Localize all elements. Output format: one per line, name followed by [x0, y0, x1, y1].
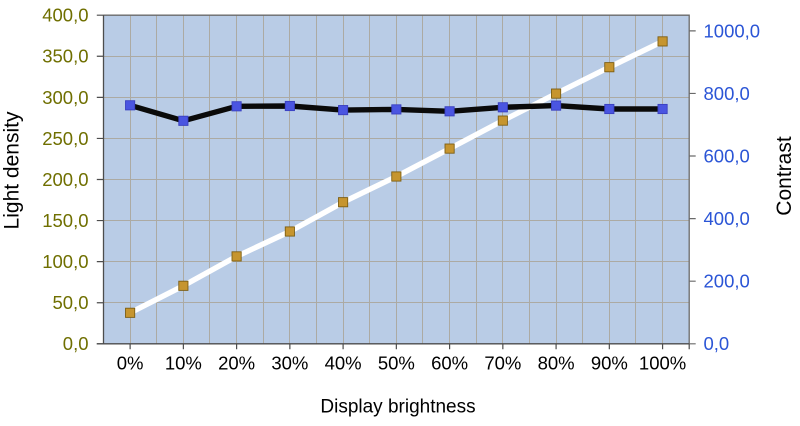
- svg-text:50,0: 50,0: [52, 292, 88, 313]
- svg-text:100,0: 100,0: [42, 251, 88, 272]
- svg-text:70%: 70%: [484, 352, 521, 373]
- svg-text:80%: 80%: [538, 352, 575, 373]
- svg-text:200,0: 200,0: [42, 169, 88, 190]
- svg-text:250,0: 250,0: [42, 128, 88, 149]
- svg-text:800,0: 800,0: [704, 83, 750, 104]
- svg-text:100%: 100%: [639, 352, 686, 373]
- svg-text:Light density: Light density: [0, 111, 23, 229]
- svg-text:20%: 20%: [218, 352, 255, 373]
- svg-text:350,0: 350,0: [42, 46, 88, 67]
- svg-text:60%: 60%: [431, 352, 468, 373]
- svg-text:0,0: 0,0: [704, 333, 730, 354]
- svg-text:150,0: 150,0: [42, 210, 88, 231]
- svg-text:Contrast: Contrast: [773, 136, 796, 216]
- svg-text:0%: 0%: [117, 352, 144, 373]
- svg-text:400,0: 400,0: [42, 5, 88, 26]
- svg-text:0,0: 0,0: [63, 333, 89, 354]
- svg-text:90%: 90%: [591, 352, 628, 373]
- svg-text:1000,0: 1000,0: [704, 20, 761, 41]
- svg-text:300,0: 300,0: [42, 87, 88, 108]
- svg-text:400,0: 400,0: [704, 208, 750, 229]
- svg-text:50%: 50%: [378, 352, 415, 373]
- svg-text:Display brightness: Display brightness: [320, 397, 475, 418]
- svg-text:200,0: 200,0: [704, 271, 750, 292]
- svg-text:40%: 40%: [325, 352, 362, 373]
- svg-text:30%: 30%: [271, 352, 308, 373]
- svg-text:600,0: 600,0: [704, 145, 750, 166]
- svg-text:10%: 10%: [165, 352, 202, 373]
